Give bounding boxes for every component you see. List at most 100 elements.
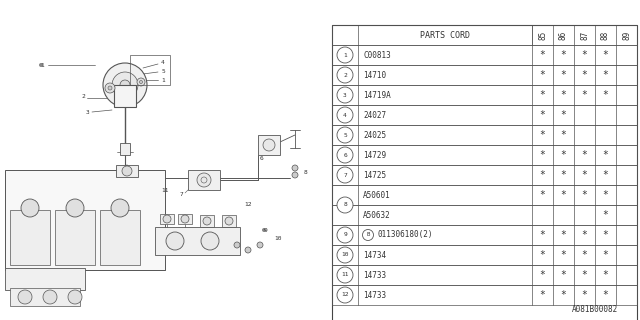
Circle shape xyxy=(201,232,219,250)
Text: *: * xyxy=(603,50,609,60)
Text: 14729: 14729 xyxy=(363,150,386,159)
Circle shape xyxy=(181,215,189,223)
Text: *: * xyxy=(582,90,588,100)
Text: *: * xyxy=(582,170,588,180)
Text: *: * xyxy=(540,170,545,180)
Bar xyxy=(116,165,138,177)
Circle shape xyxy=(337,87,353,103)
Text: *: * xyxy=(561,70,566,80)
Bar xyxy=(5,170,165,270)
Bar xyxy=(332,205,637,225)
Text: *: * xyxy=(603,70,609,80)
Text: *: * xyxy=(603,190,609,200)
Bar xyxy=(332,285,637,305)
Text: 14734: 14734 xyxy=(363,251,386,260)
Circle shape xyxy=(21,199,39,217)
Text: 14710: 14710 xyxy=(363,70,386,79)
Text: *: * xyxy=(561,250,566,260)
Text: 4: 4 xyxy=(343,113,347,117)
Text: *: * xyxy=(540,290,545,300)
Text: *: * xyxy=(540,250,545,260)
Text: *: * xyxy=(561,290,566,300)
Text: *: * xyxy=(603,90,609,100)
Circle shape xyxy=(68,290,82,304)
Text: *: * xyxy=(582,250,588,260)
Text: *: * xyxy=(561,150,566,160)
Bar xyxy=(10,210,50,265)
Text: *: * xyxy=(603,290,609,300)
Circle shape xyxy=(337,107,353,123)
Bar xyxy=(258,135,280,155)
Text: *: * xyxy=(561,230,566,240)
Text: 011306180(2): 011306180(2) xyxy=(378,230,433,239)
Bar xyxy=(178,214,192,224)
Bar xyxy=(332,65,637,85)
Bar xyxy=(332,245,637,265)
Text: *: * xyxy=(540,190,545,200)
Text: *: * xyxy=(582,230,588,240)
Text: *: * xyxy=(603,250,609,260)
Text: A50632: A50632 xyxy=(363,211,391,220)
Bar xyxy=(160,214,174,224)
Text: 5: 5 xyxy=(161,68,165,74)
Text: A50601: A50601 xyxy=(363,190,391,199)
Text: 24025: 24025 xyxy=(363,131,386,140)
Bar xyxy=(332,25,637,45)
Bar xyxy=(332,105,637,125)
Text: *: * xyxy=(540,130,545,140)
Text: 2: 2 xyxy=(81,93,85,99)
Text: 85: 85 xyxy=(538,30,547,40)
Circle shape xyxy=(203,217,211,225)
Text: 7: 7 xyxy=(343,172,347,178)
Text: *: * xyxy=(561,50,566,60)
Text: 10: 10 xyxy=(341,252,349,258)
Text: B: B xyxy=(366,233,370,237)
Bar xyxy=(332,125,637,145)
Circle shape xyxy=(163,215,171,223)
Bar xyxy=(10,288,80,306)
Circle shape xyxy=(234,242,240,248)
Bar xyxy=(188,170,220,190)
Text: 9: 9 xyxy=(263,228,267,233)
Text: 14733: 14733 xyxy=(363,270,386,279)
Circle shape xyxy=(66,199,84,217)
Bar xyxy=(332,165,637,185)
Circle shape xyxy=(108,86,112,90)
Text: 86: 86 xyxy=(559,30,568,40)
Text: *: * xyxy=(540,90,545,100)
Text: *: * xyxy=(561,170,566,180)
Circle shape xyxy=(39,63,43,67)
Text: *: * xyxy=(540,150,545,160)
Text: *: * xyxy=(582,270,588,280)
Bar xyxy=(155,227,240,255)
Text: 1: 1 xyxy=(161,77,165,83)
Text: C00813: C00813 xyxy=(363,51,391,60)
Circle shape xyxy=(103,63,147,107)
Text: A081B00082: A081B00082 xyxy=(572,306,618,315)
Bar xyxy=(332,145,637,165)
Bar xyxy=(114,85,136,107)
Circle shape xyxy=(140,81,143,84)
Text: *: * xyxy=(540,230,545,240)
Bar xyxy=(100,210,140,265)
Text: 10: 10 xyxy=(275,236,282,241)
Text: *: * xyxy=(603,210,609,220)
Text: *: * xyxy=(561,270,566,280)
Bar xyxy=(332,25,637,320)
Circle shape xyxy=(337,67,353,83)
Bar xyxy=(332,225,637,245)
Text: 24027: 24027 xyxy=(363,110,386,119)
Text: *: * xyxy=(582,50,588,60)
Bar xyxy=(5,268,85,290)
Circle shape xyxy=(292,165,298,171)
Text: *: * xyxy=(561,130,566,140)
Circle shape xyxy=(112,72,138,98)
Circle shape xyxy=(43,290,57,304)
Circle shape xyxy=(337,197,353,213)
Circle shape xyxy=(225,217,233,225)
Text: *: * xyxy=(582,70,588,80)
Bar xyxy=(332,265,637,285)
Text: 5: 5 xyxy=(343,132,347,138)
Text: *: * xyxy=(603,150,609,160)
Text: *: * xyxy=(582,190,588,200)
